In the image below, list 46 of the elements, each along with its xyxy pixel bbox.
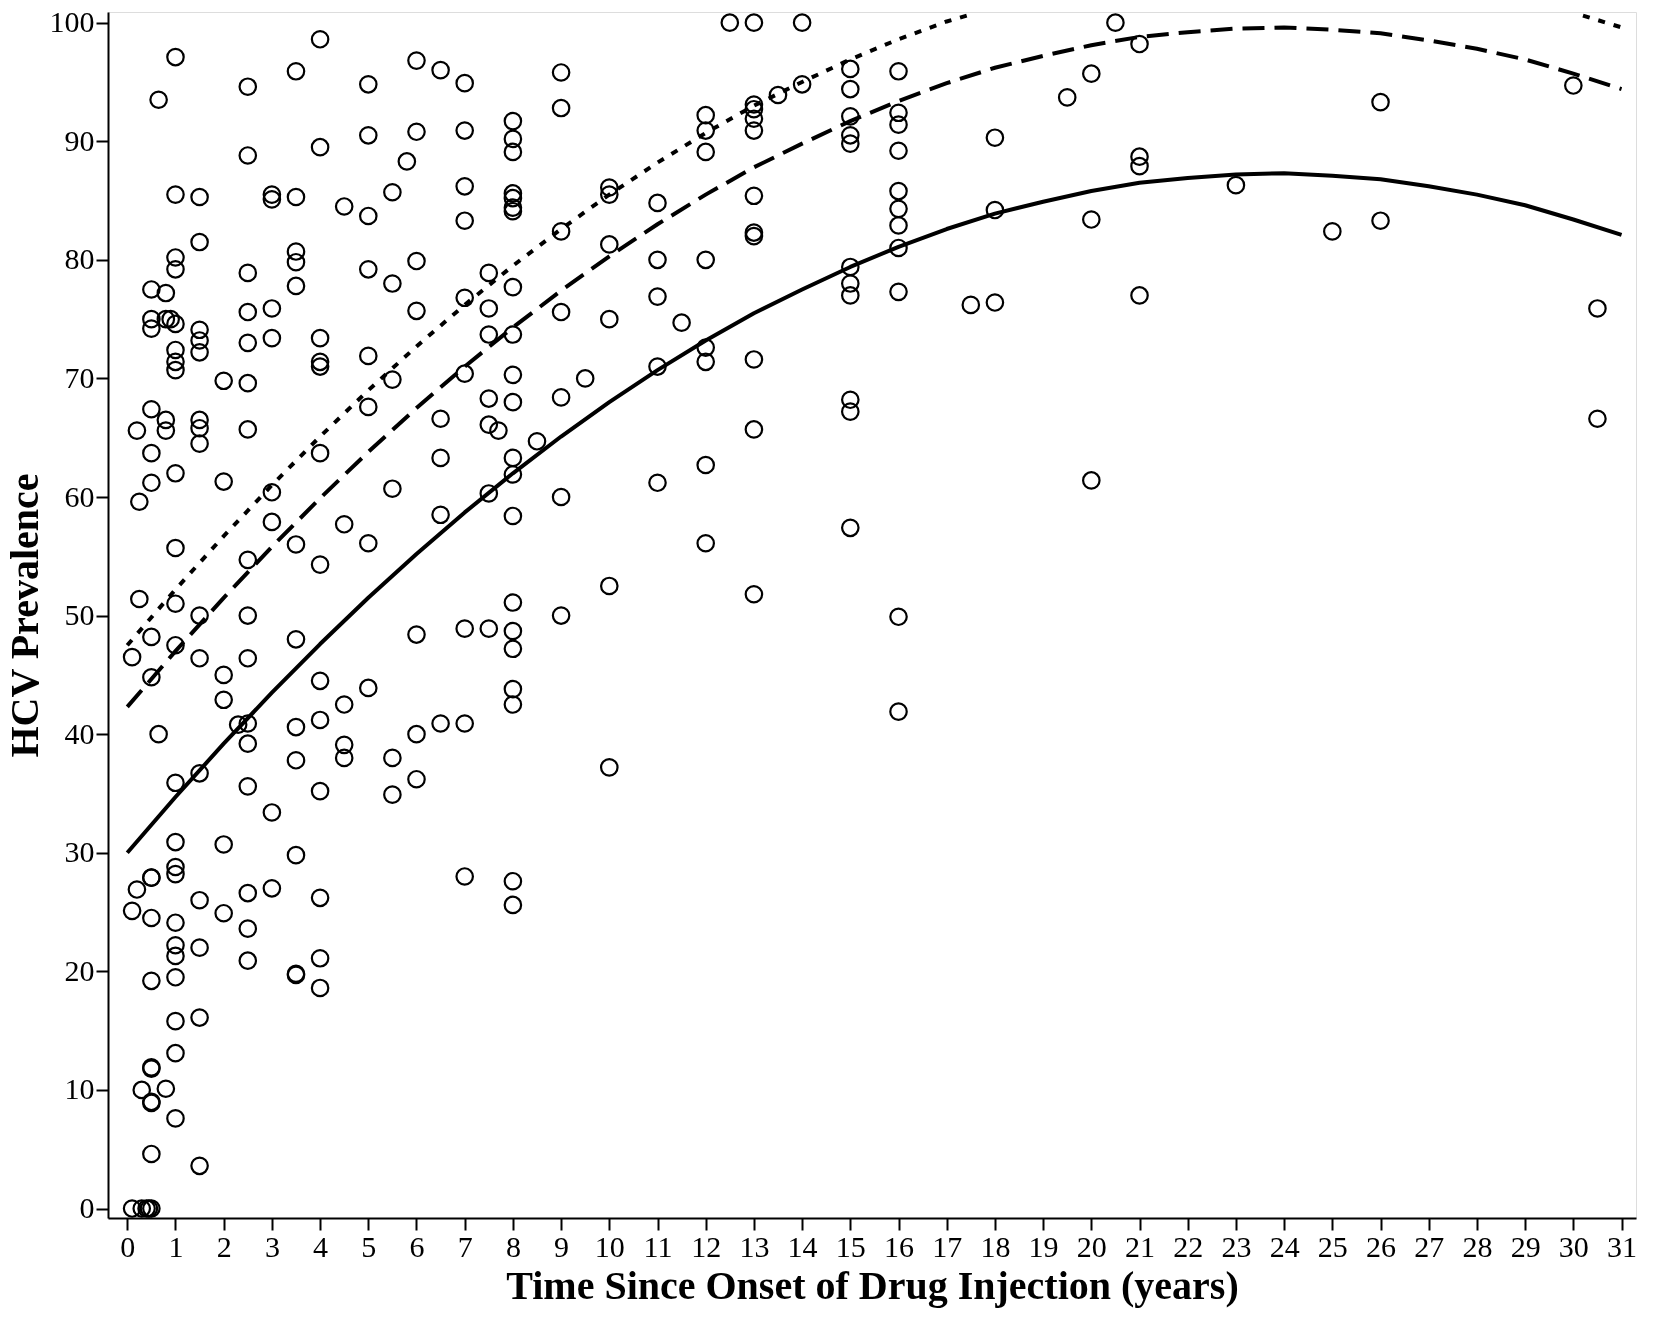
x-tick-label: 21 — [1125, 1229, 1156, 1263]
x-tick-label: 3 — [264, 1229, 280, 1263]
y-tick-label: 0 — [79, 1191, 95, 1225]
x-tick-label: 28 — [1462, 1229, 1493, 1263]
y-axis-title: HCV Prevalence — [1, 473, 47, 758]
x-tick-label: 30 — [1558, 1229, 1589, 1263]
x-tick-label: 5 — [361, 1229, 377, 1263]
y-tick-label: 40 — [64, 716, 95, 750]
x-tick-label: 11 — [643, 1229, 673, 1263]
y-tick-label: 70 — [64, 360, 95, 394]
x-tick-label: 26 — [1366, 1229, 1397, 1263]
y-tick-label: 50 — [64, 598, 95, 632]
x-tick-label: 17 — [932, 1229, 963, 1263]
x-tick-label: 6 — [409, 1229, 425, 1263]
x-tick-label: 10 — [594, 1229, 625, 1263]
y-tick-label: 100 — [49, 5, 95, 39]
x-tick-label: 2 — [216, 1229, 232, 1263]
x-tick-label: 23 — [1221, 1229, 1252, 1263]
y-tick-label: 30 — [64, 835, 95, 869]
x-tick-label: 12 — [691, 1229, 722, 1263]
x-tick-label: 4 — [313, 1229, 329, 1263]
x-tick-label: 18 — [980, 1229, 1011, 1263]
x-tick-label: 8 — [505, 1229, 521, 1263]
x-tick-label: 19 — [1028, 1229, 1059, 1263]
x-tick-label: 24 — [1269, 1229, 1300, 1263]
x-tick-label: 22 — [1173, 1229, 1204, 1263]
x-tick-label: 25 — [1317, 1229, 1348, 1263]
x-tick-label: 27 — [1414, 1229, 1445, 1263]
y-tick-label: 60 — [64, 479, 95, 513]
x-tick-label: 1 — [168, 1229, 184, 1263]
x-tick-label: 14 — [787, 1229, 818, 1263]
x-tick-label: 16 — [884, 1229, 915, 1263]
x-tick-label: 29 — [1510, 1229, 1541, 1263]
y-tick-label: 90 — [64, 123, 95, 157]
y-tick-label: 80 — [64, 242, 95, 276]
x-tick-label: 31 — [1607, 1229, 1638, 1263]
x-tick-label: 20 — [1076, 1229, 1107, 1263]
line-series — [125, 171, 1624, 855]
y-tick-label: 10 — [64, 1072, 95, 1106]
x-tick-label: 0 — [120, 1229, 136, 1263]
y-tick-label: 20 — [64, 953, 95, 987]
x-tick-label: 15 — [835, 1229, 866, 1263]
x-axis-title: Time Since Onset of Drug Injection (years) — [506, 1262, 1239, 1308]
x-tick-label: 13 — [739, 1229, 770, 1263]
x-tick-label: 7 — [457, 1229, 473, 1263]
x-tick-label: 9 — [554, 1229, 570, 1263]
